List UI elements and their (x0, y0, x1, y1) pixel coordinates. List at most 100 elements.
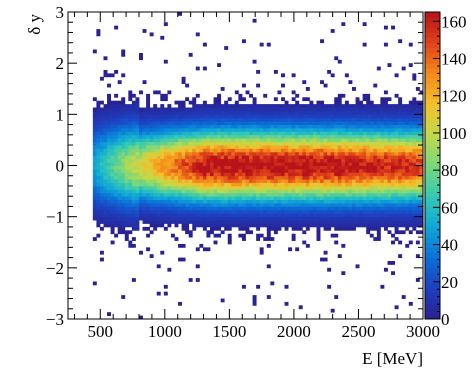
heatmap-cell (415, 175, 420, 180)
heatmap-cell (107, 104, 111, 108)
heatmap-cell (131, 192, 136, 197)
heatmap-cell (355, 264, 360, 269)
heatmap-cell (124, 134, 129, 139)
heatmap-cell (249, 117, 253, 122)
heatmap-cell (408, 158, 413, 163)
heatmap-cell (110, 145, 115, 149)
heatmap-cell (114, 155, 119, 160)
heatmap-cell (234, 189, 239, 194)
heatmap-cell (327, 117, 332, 122)
heatmap-cell (188, 134, 193, 139)
heatmap-cell (391, 179, 395, 183)
heatmap-cell (238, 196, 243, 201)
heatmap-cell (227, 233, 232, 238)
heatmap-cell (291, 131, 296, 136)
heatmap-cell (334, 138, 339, 143)
heatmap-cell (92, 168, 97, 173)
heatmap-cell (210, 141, 214, 146)
heatmap-cell (181, 80, 186, 85)
heatmap-cell (266, 223, 271, 228)
heatmap-cell (99, 121, 104, 125)
heatmap-cell (352, 165, 356, 170)
heatmap-cell (156, 185, 161, 190)
heatmap-cell (398, 192, 403, 197)
heatmap-cell (309, 158, 314, 163)
heatmap-cell (369, 233, 374, 238)
heatmap-cell (213, 127, 218, 132)
heatmap-cell (188, 141, 193, 146)
heatmap-cell (277, 182, 282, 187)
heatmap-cell (256, 162, 261, 166)
heatmap-cell (391, 165, 395, 170)
heatmap-cell (355, 203, 360, 207)
heatmap-cell (202, 216, 207, 221)
heatmap-cell (135, 172, 140, 177)
heatmap-cell (195, 203, 200, 207)
heatmap-cell (380, 196, 385, 201)
heatmap-cell (259, 165, 264, 170)
palette-segment (425, 155, 440, 161)
heatmap-cell (170, 206, 175, 211)
heatmap-cell (352, 213, 356, 218)
heatmap-cell (185, 216, 190, 221)
heatmap-cell (383, 97, 388, 102)
heatmap-cell (213, 117, 218, 122)
heatmap-cell (217, 151, 222, 156)
heatmap-cell (195, 278, 200, 282)
heatmap-cell (305, 209, 310, 214)
heatmap-cell (288, 168, 293, 173)
heatmap-cell (359, 168, 364, 173)
heatmap-cell (295, 93, 300, 98)
heatmap-cell (405, 226, 410, 231)
heatmap-cell (401, 216, 406, 221)
heatmap-cell (376, 179, 381, 183)
heatmap-cell (163, 124, 168, 129)
heatmap-cell (291, 90, 296, 95)
heatmap-cell (238, 223, 243, 228)
heatmap-cell (107, 73, 111, 78)
heatmap-cell (373, 155, 378, 160)
heatmap-cell (323, 162, 328, 166)
heatmap-cell (153, 138, 158, 143)
heatmap-cell (398, 39, 403, 44)
heatmap-cell (412, 216, 417, 221)
heatmap-cell (107, 127, 111, 132)
heatmap-cell (163, 199, 168, 204)
heatmap-cell (178, 158, 182, 163)
heatmap-cell (355, 100, 360, 105)
heatmap-cell (320, 134, 324, 139)
heatmap-cell (288, 185, 293, 190)
heatmap-cell (135, 226, 140, 231)
heatmap-cell (135, 141, 140, 146)
heatmap-cell (149, 196, 154, 201)
heatmap-cell (252, 117, 257, 122)
heatmap-cell (341, 216, 346, 221)
heatmap-cell (234, 175, 239, 180)
heatmap-cell (181, 162, 186, 166)
heatmap-cell (227, 148, 232, 153)
heatmap-cell (387, 151, 392, 156)
heatmap-cell (415, 185, 420, 190)
heatmap-cell (220, 148, 225, 153)
heatmap-cell (188, 203, 193, 207)
heatmap-cell (199, 117, 204, 122)
heatmap-cell (107, 203, 111, 207)
heatmap-cell (156, 151, 161, 156)
heatmap-cell (117, 117, 122, 122)
heatmap-cell (114, 25, 119, 30)
heatmap-cell (263, 179, 268, 183)
heatmap-cell (383, 182, 388, 187)
heatmap-cell (288, 114, 293, 119)
heatmap-cell (362, 155, 367, 160)
heatmap-cell (163, 117, 168, 122)
heatmap-cell (163, 145, 168, 149)
heatmap-cell (355, 145, 360, 149)
heatmap-cell (352, 151, 356, 156)
heatmap-cell (387, 261, 392, 265)
heatmap-cell (373, 196, 378, 201)
heatmap-cell (185, 172, 190, 177)
heatmap-cell (139, 213, 143, 218)
heatmap-cell (146, 124, 151, 129)
heatmap-cell (341, 165, 346, 170)
heatmap-cell (316, 172, 321, 177)
